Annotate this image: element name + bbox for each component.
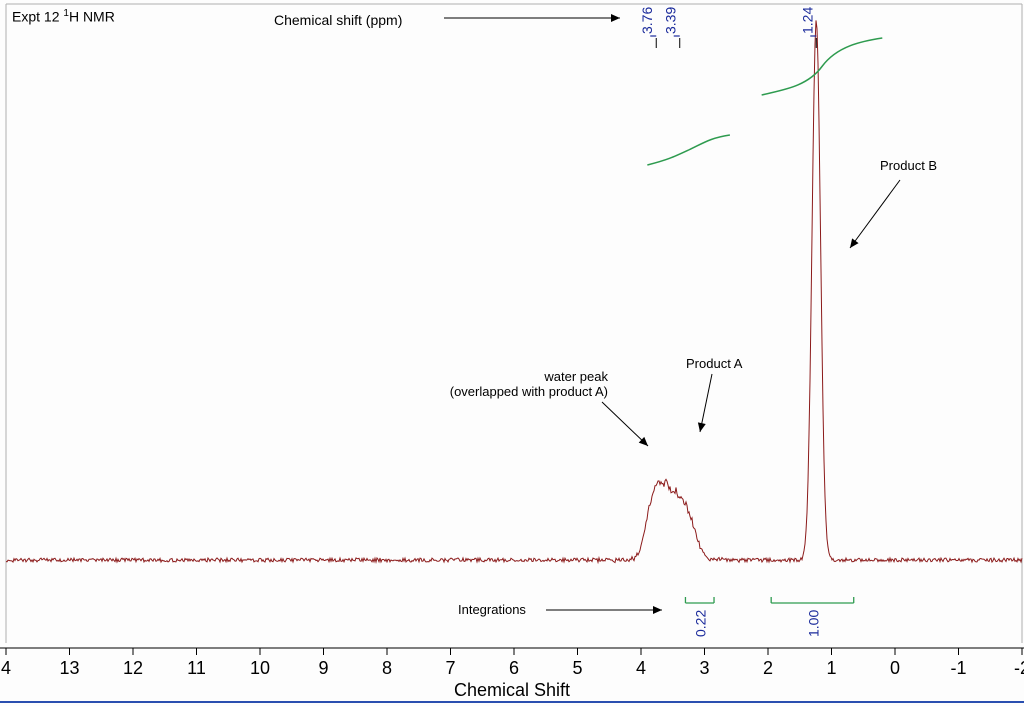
x-tick-label: 8 (382, 658, 392, 678)
peak-value-label: 3.76 (639, 7, 655, 34)
integration-curve (762, 38, 883, 95)
x-tick-label: 1 (826, 658, 836, 678)
x-tick-label: -2 (1014, 658, 1024, 678)
arrow-integrations-head (653, 606, 662, 614)
arrow-product-a-head (698, 422, 706, 432)
product-b-annotation: Product B (880, 158, 937, 173)
product-a-annotation: Product A (686, 356, 742, 371)
x-tick-label: 7 (445, 658, 455, 678)
x-tick-label: 4 (1, 658, 11, 678)
x-tick-label: -1 (950, 658, 966, 678)
x-tick-label: 11 (187, 658, 206, 678)
x-tick-label: 12 (123, 658, 143, 678)
peak-value-label: 1.24 (799, 7, 815, 34)
x-tick-label: 10 (250, 658, 270, 678)
x-tick-label: 6 (509, 658, 519, 678)
integrations-annotation: Integrations (458, 602, 526, 617)
water-peak-annotation: water peak (overlapped with product A) (428, 369, 608, 399)
x-tick-label: 5 (572, 658, 582, 678)
x-tick-label: 2 (763, 658, 773, 678)
nmr-plot: 3.763.391.240.221.004131211109876543210-… (0, 0, 1024, 706)
chemical-shift-annotation: Chemical shift (ppm) (274, 12, 402, 28)
arrow-product-b (850, 180, 900, 248)
integration-curve (647, 135, 730, 165)
x-tick-label: 3 (699, 658, 709, 678)
nmr-figure: Expt 12 1H NMR Chemical shift (ppm) wate… (0, 0, 1024, 706)
x-axis-label: Chemical Shift (454, 680, 570, 700)
arrow-chemical-shift-head (611, 14, 620, 22)
experiment-title: Expt 12 1H NMR (12, 8, 115, 25)
arrow-product-b-head (850, 238, 859, 248)
water-peak-line1: water peak (544, 369, 608, 384)
peak-value-label: 3.39 (663, 7, 679, 34)
x-tick-label: 4 (636, 658, 646, 678)
x-tick-label: 9 (318, 658, 328, 678)
x-tick-label: 0 (890, 658, 900, 678)
water-peak-line2: (overlapped with product A) (450, 384, 608, 399)
integration-value: 0.22 (693, 610, 709, 637)
spectrum-trace (6, 20, 1022, 562)
x-tick-label: 13 (59, 658, 79, 678)
integration-value: 1.00 (805, 610, 821, 637)
arrow-water-peak (602, 402, 648, 446)
